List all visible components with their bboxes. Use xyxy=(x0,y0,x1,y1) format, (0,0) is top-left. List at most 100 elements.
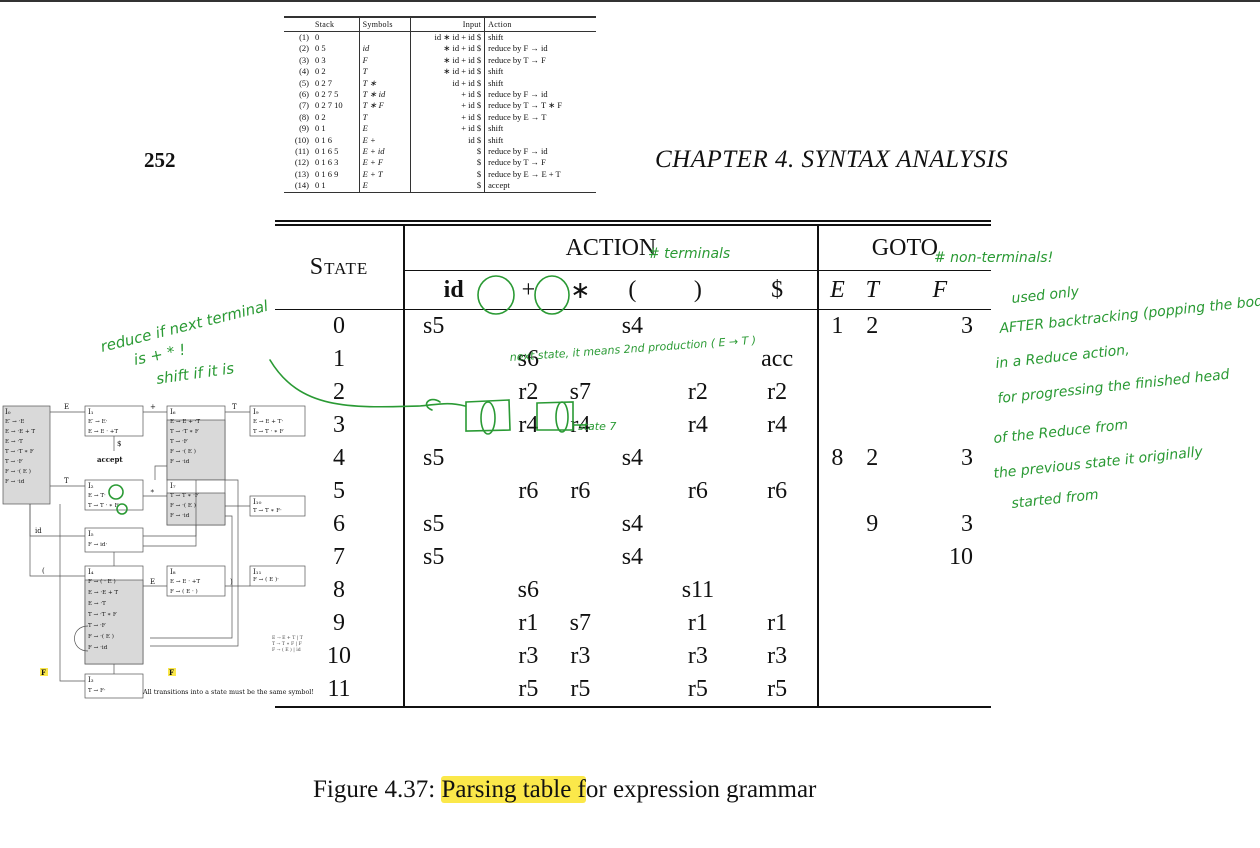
goto-header: GOTO xyxy=(816,226,991,271)
lr-item: T → T ∗ ·F xyxy=(170,493,199,499)
trace-header-stack: Stack xyxy=(312,17,360,32)
action-cell xyxy=(737,508,817,541)
goto-cell: 3 xyxy=(961,313,973,339)
lr-item: E → E + T· xyxy=(253,419,283,425)
action-cell xyxy=(502,508,554,541)
edge-dollar: $ xyxy=(117,440,121,448)
trace-stack: 0 2 xyxy=(312,111,360,124)
state-number: 0 xyxy=(333,313,345,339)
trace-step: (5) xyxy=(299,77,309,88)
trace-step: (10) xyxy=(294,134,309,145)
action-cell: s7 xyxy=(569,610,592,636)
state-I6-label: I₆ xyxy=(170,408,176,416)
trace-action: shift xyxy=(488,66,504,77)
note-right: the previous state it originally xyxy=(993,444,1205,482)
trace-row: (3) 0 3 F ∗ id + id $ reduce by T → F xyxy=(284,54,596,67)
trace-symbols: id xyxy=(359,43,411,55)
goto-cell: 8 xyxy=(816,442,856,475)
action-cell: s5 xyxy=(402,508,503,541)
trace-header-action: Action xyxy=(484,17,596,32)
trace-input: + id $ xyxy=(410,89,486,101)
goto-cell xyxy=(816,376,856,409)
terminal-header: + xyxy=(502,270,555,310)
action-cell: r5 xyxy=(737,673,818,708)
action-cell: s6 xyxy=(517,346,539,372)
action-cell xyxy=(402,409,503,442)
note-reduce-1: reduce if next terminal xyxy=(99,297,271,356)
state-I1-label: I₁ xyxy=(88,408,94,416)
lr-item: T → F· xyxy=(88,688,106,694)
action-cell: r5 xyxy=(502,673,555,708)
goto-cell xyxy=(889,475,991,508)
action-cell xyxy=(402,343,503,376)
state-number: 3 xyxy=(333,412,345,438)
trace-symbols: E + T xyxy=(359,168,411,181)
grammar-line-3: F → ( E ) | id xyxy=(272,646,301,653)
terminal-header: id xyxy=(402,270,503,310)
parsing-table-row: 11 r5 r5 r5 r5 xyxy=(275,673,991,708)
trace-stack: 0 2 7 5 xyxy=(312,89,360,101)
action-header: ACTION xyxy=(403,226,818,271)
goto-cell xyxy=(816,541,856,574)
action-cell xyxy=(502,442,554,475)
trace-stack: 0 2 7 10 xyxy=(312,100,360,112)
edge-F-highlight: F xyxy=(41,668,46,677)
action-cell xyxy=(658,442,737,475)
action-cell: r3 xyxy=(518,643,539,669)
action-cell xyxy=(606,409,658,442)
action-cell xyxy=(737,310,817,344)
trace-stack: 0 1 6 5 xyxy=(312,146,360,158)
lr-item: F → ·id xyxy=(170,459,190,465)
trace-action: shift xyxy=(488,134,504,145)
terminal-header: ) xyxy=(658,270,738,310)
trace-input: + id $ xyxy=(410,123,486,135)
trace-stack: 0 5 xyxy=(312,43,360,55)
trace-step: (6) xyxy=(299,89,309,100)
parsing-table-row: 0 s5 s4 1 2 3 xyxy=(275,309,991,344)
lr-item: E → T· xyxy=(88,493,106,499)
action-cell xyxy=(606,574,658,607)
trace-action: reduce by T → T ∗ F xyxy=(488,100,563,111)
action-cell xyxy=(737,574,817,607)
trace-stack: 0 2 xyxy=(312,66,360,78)
page-number: 252 xyxy=(144,148,176,172)
action-cell xyxy=(402,376,503,409)
trace-row: (1) 0 id ∗ id + id $ shift xyxy=(284,31,596,44)
edge-plus: + xyxy=(150,403,156,411)
parsing-table-row: 5 r6 r6 r6 r6 xyxy=(275,475,991,508)
action-cell xyxy=(402,475,503,508)
state-I11-label: I₁₁ xyxy=(253,568,262,576)
goto-cell xyxy=(856,673,889,708)
goto-cell xyxy=(816,673,856,708)
action-cell: r3 xyxy=(570,643,591,669)
action-cell xyxy=(658,310,737,344)
note-reduce-2: is + * ! xyxy=(132,340,187,368)
action-cell xyxy=(402,640,503,673)
parsing-table-row: 10 r3 r3 r3 r3 xyxy=(275,640,991,673)
action-cell xyxy=(606,376,658,409)
terminal-header: ∗ xyxy=(554,270,607,310)
action-cell: s4 xyxy=(621,544,644,570)
state-I5-label: I₅ xyxy=(88,530,94,538)
parse-trace-table: Stack Symbols Input Action (1) 0 id ∗ id +… xyxy=(284,16,596,193)
action-cell: r1 xyxy=(687,610,708,636)
trace-symbols: T ∗ id xyxy=(359,89,411,101)
lr-item: F → ·id xyxy=(88,645,108,651)
lr-item: T → ·F xyxy=(5,459,23,465)
trace-step: (13) xyxy=(294,168,309,179)
goto-cell xyxy=(816,343,856,376)
lr-item: E′ → ·E xyxy=(5,419,24,425)
trace-symbols: F xyxy=(359,54,411,67)
nonterminal-header: F xyxy=(888,270,991,310)
trace-action: reduce by E → T xyxy=(488,111,547,122)
lr-item: F → ·( E ) xyxy=(5,468,31,475)
goto-cell xyxy=(816,508,856,541)
terminal-header: $ xyxy=(737,270,818,310)
caption-prefix: Figure 4.37: xyxy=(313,776,442,803)
trace-row: (9) 0 1 E + id $ shift xyxy=(284,123,596,135)
trace-header-input: Input xyxy=(410,17,486,32)
